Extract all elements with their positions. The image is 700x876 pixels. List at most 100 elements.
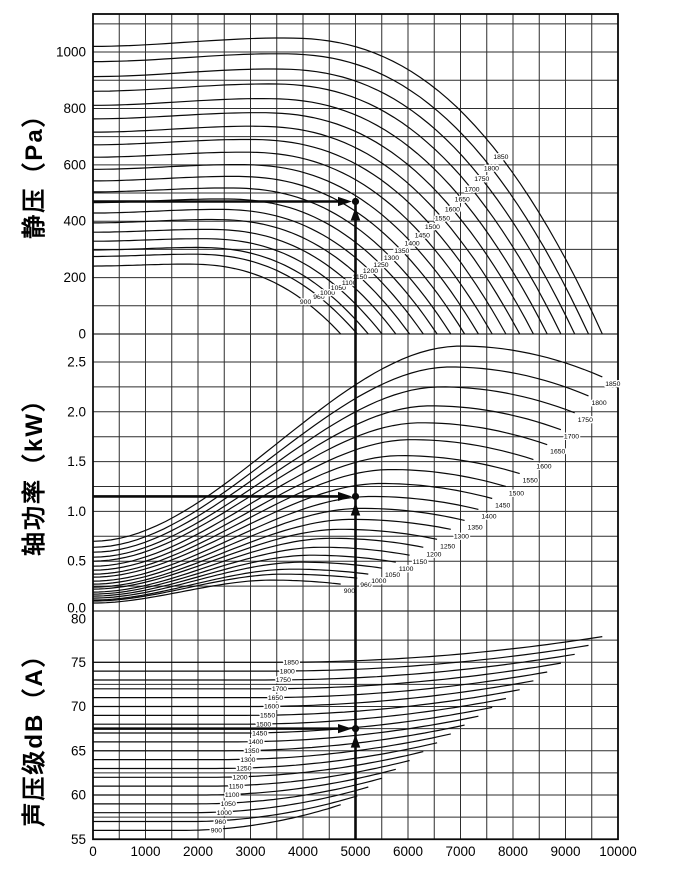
power-curve-label-900: 900 xyxy=(344,588,356,595)
power-curve-label-1550: 1550 xyxy=(523,478,538,485)
pressure-curve-1850 xyxy=(93,37,603,335)
power-tick-label: 0.5 xyxy=(67,554,86,569)
pressure-tick-label: 1000 xyxy=(56,45,86,60)
power-curve-label-1050: 1050 xyxy=(385,572,400,579)
pressure-curve-label-1300: 1300 xyxy=(384,255,399,262)
noise-curve-label-1750: 1750 xyxy=(276,677,291,684)
power-curve-label-1500: 1500 xyxy=(509,491,524,498)
noise-curve-1650 xyxy=(93,671,548,699)
noise-curve-900 xyxy=(93,804,341,831)
noise-curve-label-1650: 1650 xyxy=(268,695,283,702)
pressure-curve-1100 xyxy=(93,228,397,335)
power-curve-1650 xyxy=(92,422,548,562)
noise-curve-label-1450: 1450 xyxy=(252,730,267,737)
power-curve-label-960: 960 xyxy=(360,582,372,589)
noise-curve-1300 xyxy=(93,733,451,761)
pressure-tick-label: 0 xyxy=(78,327,86,342)
x-tick-label: 2000 xyxy=(183,844,213,859)
pressure-curve-1050 xyxy=(93,238,383,335)
noise-tick-label: 60 xyxy=(71,788,86,803)
x-tick-label: 1000 xyxy=(130,844,160,859)
noise-curve-1600 xyxy=(93,680,534,708)
x-tick-label: 10000 xyxy=(599,844,637,859)
noise-curve-label-1800: 1800 xyxy=(280,668,295,675)
pressure-curve-1200 xyxy=(93,208,424,335)
pressure-curve-label-1450: 1450 xyxy=(415,232,430,239)
noise-curve-label-1600: 1600 xyxy=(264,704,279,711)
marker-right-arrowhead-power xyxy=(338,491,352,502)
power-curve-label-1450: 1450 xyxy=(495,502,510,509)
noise-curve-1850 xyxy=(93,636,603,663)
power-curve-1850 xyxy=(92,345,603,542)
power-curve-1350 xyxy=(92,507,465,585)
noise-curve-label-960: 960 xyxy=(215,819,227,826)
power-curve-label-1200: 1200 xyxy=(426,551,441,558)
noise-curve-1350 xyxy=(93,724,465,752)
x-tick-label: 3000 xyxy=(235,844,265,859)
marker-dot-pressure xyxy=(351,197,360,206)
pressure-curve-label-1650: 1650 xyxy=(455,197,470,204)
power-tick-label: 2.5 xyxy=(67,355,86,370)
pressure-curve-1650 xyxy=(93,98,548,335)
power-tick-label: 1.0 xyxy=(67,504,86,519)
y-axis-title-sound-level: 声压级dB（A） xyxy=(21,641,48,827)
power-curve-1300 xyxy=(92,518,451,588)
marker-dot-noise xyxy=(351,725,360,733)
power-curve-label-1400: 1400 xyxy=(481,513,496,520)
power-curve-label-1000: 1000 xyxy=(371,578,386,585)
power-curve-1100 xyxy=(92,554,396,597)
pressure-curve-1550 xyxy=(93,125,521,335)
pressure-tick-label: 400 xyxy=(63,214,86,229)
noise-curve-label-1500: 1500 xyxy=(256,721,271,728)
power-curve-1700 xyxy=(92,405,562,558)
power-curve-label-1600: 1600 xyxy=(536,464,551,471)
noise-tick-label: 70 xyxy=(71,699,86,714)
noise-curve-1450 xyxy=(93,706,493,734)
pressure-curve-label-1350: 1350 xyxy=(394,248,409,255)
pressure-tick-label: 800 xyxy=(63,101,86,116)
power-curve-1050 xyxy=(92,561,383,599)
power-curve-label-1250: 1250 xyxy=(440,543,455,550)
noise-tick-label: 80 xyxy=(71,612,86,627)
x-tick-label: 7000 xyxy=(445,844,475,859)
power-tick-label: 1.5 xyxy=(67,454,86,469)
power-curve-1200 xyxy=(92,537,424,593)
noise-curve-1200 xyxy=(93,751,424,778)
y-axis-title-static-pressure: 静压（Pa） xyxy=(21,101,48,239)
noise-curve-label-1550: 1550 xyxy=(260,713,275,720)
power-tick-label: 2.0 xyxy=(67,404,86,419)
noise-tick-label: 75 xyxy=(71,655,86,670)
power-curve-label-1750: 1750 xyxy=(578,417,593,424)
pressure-curve-label-1100: 1100 xyxy=(342,280,357,287)
pressure-curve-label-1550: 1550 xyxy=(435,215,450,222)
pressure-curve-1450 xyxy=(93,151,493,335)
power-curve-label-1850: 1850 xyxy=(605,381,620,388)
power-curve-1750 xyxy=(92,386,575,553)
pressure-curve-1400 xyxy=(93,164,479,335)
noise-curve-1700 xyxy=(93,662,561,690)
noise-curve-label-1300: 1300 xyxy=(240,757,255,764)
power-curve-1450 xyxy=(92,482,493,578)
pressure-curve-label-1150: 1150 xyxy=(353,274,368,281)
noise-curve-label-1350: 1350 xyxy=(244,748,259,755)
power-curve-1500 xyxy=(92,469,507,575)
noise-curve-960 xyxy=(93,795,358,823)
power-curve-1550 xyxy=(92,454,520,571)
noise-curve-1800 xyxy=(93,644,589,672)
power-curve-label-1150: 1150 xyxy=(413,559,428,566)
noise-curve-1100 xyxy=(93,768,396,796)
pressure-curve-1000 xyxy=(93,246,369,335)
marker-up-arrowhead-pressure xyxy=(350,207,361,221)
noise-curve-1000 xyxy=(93,786,369,814)
noise-curve-label-1850: 1850 xyxy=(284,659,299,666)
noise-curve-label-900: 900 xyxy=(211,828,223,835)
noise-curve-label-1150: 1150 xyxy=(229,783,244,790)
power-curve-1800 xyxy=(92,366,589,548)
noise-tick-label: 65 xyxy=(71,743,86,758)
power-curve-1400 xyxy=(92,495,479,582)
pressure-curve-label-1700: 1700 xyxy=(464,187,479,194)
pressure-curve-label-900: 900 xyxy=(300,299,312,306)
pressure-curve-900 xyxy=(92,263,342,335)
